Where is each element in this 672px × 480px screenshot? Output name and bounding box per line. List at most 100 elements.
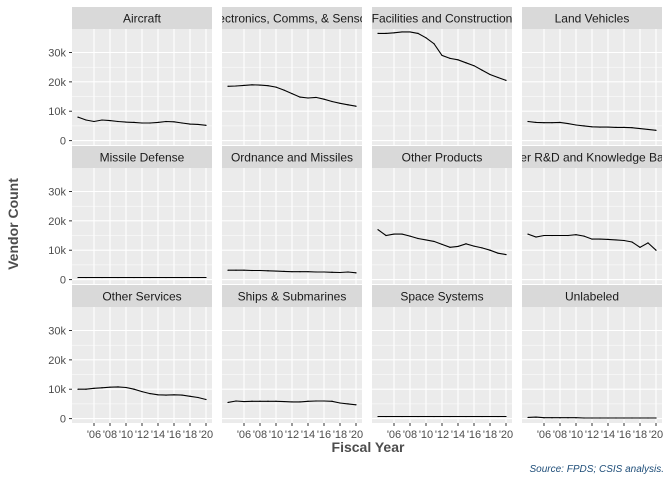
data-point bbox=[527, 120, 529, 123]
data-point bbox=[77, 116, 79, 118]
x-tick-label: '12 bbox=[585, 429, 599, 441]
facet-other-r-d-and-knowledge-based: Other R&D and Knowledge Based bbox=[522, 146, 662, 284]
data-point bbox=[623, 239, 625, 242]
data-point bbox=[465, 243, 467, 245]
data-point bbox=[401, 233, 403, 235]
x-tick-label: '06 bbox=[87, 429, 101, 441]
data-point bbox=[583, 235, 585, 237]
data-point bbox=[189, 276, 191, 279]
data-point bbox=[417, 32, 419, 35]
x-tick-label: '12 bbox=[435, 429, 449, 441]
data-point bbox=[173, 121, 175, 123]
data-point bbox=[117, 386, 119, 388]
data-point bbox=[401, 31, 403, 33]
data-point bbox=[647, 242, 649, 244]
facet-strip bbox=[522, 285, 662, 307]
data-point bbox=[631, 417, 633, 419]
facet-strip bbox=[222, 7, 362, 29]
facet-strip bbox=[372, 146, 512, 168]
data-point bbox=[189, 123, 191, 125]
data-point bbox=[535, 121, 537, 123]
y-tick-label: 10k bbox=[48, 245, 66, 257]
data-point bbox=[623, 126, 625, 128]
data-point bbox=[117, 120, 119, 123]
data-point bbox=[235, 85, 237, 87]
data-point bbox=[543, 417, 545, 419]
data-point bbox=[181, 122, 183, 124]
x-tick-label: '20 bbox=[649, 429, 663, 441]
data-point bbox=[109, 386, 111, 388]
data-point bbox=[505, 79, 507, 81]
data-point bbox=[449, 246, 451, 248]
data-point bbox=[417, 237, 419, 240]
y-tick-label: 10k bbox=[48, 106, 66, 118]
facet-strip-label: Land Vehicles bbox=[555, 12, 630, 26]
data-point bbox=[433, 415, 435, 418]
data-point bbox=[227, 85, 229, 87]
data-point bbox=[149, 276, 151, 279]
data-point bbox=[567, 122, 569, 125]
data-point bbox=[243, 84, 245, 86]
data-point bbox=[275, 86, 277, 88]
data-point bbox=[165, 276, 167, 279]
facet-missile-defense: Missile Defense 0 10k 20k 30k bbox=[48, 146, 212, 287]
facet-strip bbox=[222, 285, 362, 307]
facet-strip-label: Space Systems bbox=[400, 290, 483, 304]
data-point bbox=[417, 415, 419, 418]
facet-strip-label: Facilities and Construction bbox=[372, 12, 513, 26]
facet-strip-label: Unlabeled bbox=[565, 290, 619, 304]
x-tick-label: '18 bbox=[333, 429, 347, 441]
data-point bbox=[449, 57, 451, 59]
data-point bbox=[559, 417, 561, 419]
data-point bbox=[275, 270, 277, 272]
y-tick-label: 30k bbox=[48, 47, 66, 59]
x-tick-label: '20 bbox=[199, 429, 213, 441]
data-point bbox=[291, 93, 293, 95]
data-point bbox=[339, 271, 341, 274]
data-point bbox=[157, 121, 159, 123]
data-point bbox=[251, 84, 253, 86]
data-point bbox=[385, 415, 387, 418]
data-point bbox=[655, 249, 657, 251]
data-point bbox=[425, 415, 427, 418]
data-point bbox=[473, 245, 475, 247]
data-point bbox=[527, 416, 529, 419]
data-point bbox=[655, 417, 657, 419]
data-point bbox=[355, 105, 357, 107]
data-point bbox=[347, 403, 349, 405]
data-point bbox=[481, 69, 483, 71]
y-tick-label: 10k bbox=[48, 384, 66, 396]
facet-strip-label: Aircraft bbox=[123, 12, 162, 26]
y-tick-label: 0 bbox=[60, 414, 66, 426]
data-point bbox=[599, 238, 601, 240]
data-point bbox=[283, 89, 285, 91]
facet-strip-label: Electronics, Comms, & Sensors bbox=[208, 12, 377, 26]
data-point bbox=[583, 125, 585, 127]
data-point bbox=[497, 415, 499, 418]
data-point bbox=[197, 396, 199, 399]
data-point bbox=[267, 85, 269, 87]
data-point bbox=[583, 417, 585, 419]
data-point bbox=[267, 400, 269, 402]
data-point bbox=[551, 234, 553, 237]
data-point bbox=[109, 276, 111, 279]
x-tick-label: '16 bbox=[167, 429, 181, 441]
data-point bbox=[575, 124, 577, 126]
data-point bbox=[647, 128, 649, 131]
x-tick-label: '14 bbox=[451, 429, 465, 441]
x-axis-title: Fiscal Year bbox=[332, 439, 405, 455]
x-tick-label: '06 bbox=[237, 429, 251, 441]
data-point bbox=[655, 129, 657, 131]
data-point bbox=[141, 122, 143, 124]
data-point bbox=[93, 120, 95, 123]
data-point bbox=[227, 269, 229, 271]
data-point bbox=[623, 417, 625, 419]
x-tick-label: '20 bbox=[349, 429, 363, 441]
x-tick-label: '18 bbox=[633, 429, 647, 441]
facet-facilities-and-construction: Facilities and Construction bbox=[372, 7, 513, 145]
data-point bbox=[181, 276, 183, 279]
data-point bbox=[205, 124, 207, 126]
facet-strip-label: Other Services bbox=[102, 290, 181, 304]
x-tick-label: '10 bbox=[119, 429, 133, 441]
